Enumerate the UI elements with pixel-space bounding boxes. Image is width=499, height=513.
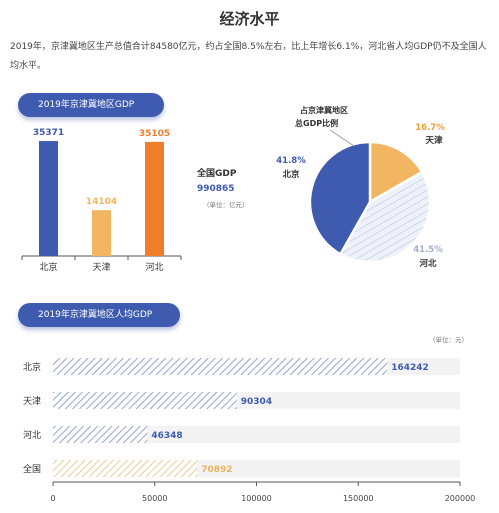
per-capita-value-label: 164242 xyxy=(391,363,429,373)
share-pie-category-label: 河北 xyxy=(419,258,437,269)
gdp-chart-title-banner: 2019年京津冀地区GDP xyxy=(18,93,164,117)
gdp-value-label: 35105 xyxy=(139,129,170,139)
national-gdp-unit: （单位：亿元） xyxy=(203,200,249,209)
gdp-value-label: 35371 xyxy=(33,128,64,138)
share-pie-slice xyxy=(338,170,432,264)
intro-paragraph: 2019年，京津冀地区生产总值合计84580亿元，约占全国8.5%左右，比上年增… xyxy=(10,42,487,71)
gdp-category-label: 河北 xyxy=(145,261,163,273)
gdp-bar xyxy=(39,141,58,256)
per-capita-x-tick-label: 50000 xyxy=(142,494,167,503)
per-capita-chart-title-banner: 2019年京津冀地区人均GDP xyxy=(18,303,180,327)
gdp-category-label: 北京 xyxy=(39,261,57,273)
share-pie-title-line2: 总GDP比例 xyxy=(295,118,338,128)
per-capita-value-label: 90304 xyxy=(241,397,272,407)
per-capita-x-tick-label: 150000 xyxy=(343,494,374,503)
per-capita-bar xyxy=(53,460,198,477)
share-pie-value-label: 41.5% xyxy=(413,245,443,255)
per-capita-value-label: 70892 xyxy=(201,465,232,475)
per-capita-bar xyxy=(53,426,148,443)
share-pie-title-line1: 占京津冀地区 xyxy=(300,105,348,115)
share-pie-title-leader xyxy=(329,129,355,147)
gdp-value-label: 14104 xyxy=(86,197,117,207)
per-capita-x-tick-label: 200000 xyxy=(445,494,476,503)
per-capita-category-label: 河北 xyxy=(23,429,41,441)
share-pie-value-label: 16.7% xyxy=(415,123,445,133)
per-capita-x-tick-label: 0 xyxy=(50,494,55,503)
share-pie-category-label: 北京 xyxy=(282,169,300,180)
per-capita-x-tick-label: 100000 xyxy=(241,494,272,503)
per-capita-category-label: 北京 xyxy=(23,361,41,373)
page-title: 经济水平 xyxy=(219,10,280,28)
share-pie-category-label: 天津 xyxy=(425,135,443,146)
per-capita-bar xyxy=(53,392,237,409)
per-capita-category-label: 全国 xyxy=(23,463,41,475)
gdp-bar xyxy=(145,141,164,256)
gdp-bar xyxy=(92,210,111,256)
per-capita-bar xyxy=(53,358,388,375)
per-capita-category-label: 天津 xyxy=(23,396,41,407)
gdp-category-label: 天津 xyxy=(92,262,110,273)
per-capita-value-label: 46348 xyxy=(151,431,182,441)
share-pie-value-label: 41.8% xyxy=(276,156,306,166)
national-gdp-value: 990865 xyxy=(197,184,235,194)
per-capita-unit: （单位：元） xyxy=(429,335,468,344)
national-gdp-label: 全国GDP xyxy=(196,167,237,179)
per-capita-row-background xyxy=(53,426,460,443)
share-pie-slice xyxy=(368,140,424,205)
